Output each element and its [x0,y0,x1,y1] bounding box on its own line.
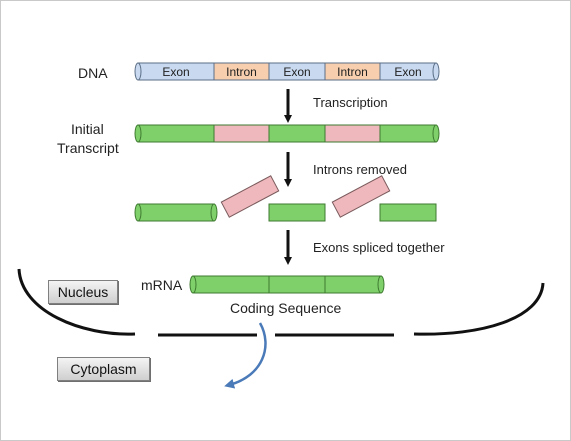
coding-sequence-label: Coding Sequence [230,300,342,316]
piece-exon-3 [379,203,437,222]
transcript-intron-1 [213,124,270,143]
dna-strand: Exon Intron Exon Intron Exon [134,62,440,81]
dna-left-cap [134,62,142,81]
dna-seg-text-2: Intron [226,65,257,79]
initial-label-line1: Initial [71,121,104,137]
piece-exon-1-end [210,203,218,222]
transcription-label: Transcription [313,95,388,110]
dna-seg-text-4: Intron [337,65,368,79]
mrna-right-cap [377,275,385,294]
transcript-exon-2 [268,124,326,143]
transcript-left-cap [134,124,142,143]
nucleus-label: Nucleus [57,284,109,300]
separated-pieces [134,175,437,222]
initial-label-line2: Transcript [57,140,119,156]
dna-seg-text-3: Exon [283,65,310,79]
cytoplasm-box: Cytoplasm [57,357,150,381]
mrna-exon-3 [324,275,382,294]
mrna-left-cap [189,275,197,294]
dna-right-cap [432,62,440,81]
introns-removed-label: Introns removed [313,162,407,177]
dna-seg-text-5: Exon [394,65,421,79]
initial-transcript [134,124,440,143]
transcript-intron-2 [324,124,381,143]
membrane-right [413,282,545,336]
mrna-label: mRNA [141,277,183,293]
piece-intron-2 [331,175,391,218]
nuclear-membrane [17,268,545,337]
spliced-label: Exons spliced together [313,240,445,255]
export-arrow [224,322,267,389]
membrane-left [17,268,136,336]
nucleus-box: Nucleus [48,280,118,304]
dna-label: DNA [78,65,108,81]
mrna-exon-2 [268,275,326,294]
mrna-exon-1 [192,275,270,294]
cytoplasm-label: Cytoplasm [70,361,137,377]
piece-intron-1 [220,175,280,218]
mrna-strand [189,275,385,294]
piece-exon-2 [268,203,326,222]
transcript-exon-1 [137,124,215,143]
transcript-exon-3 [379,124,437,143]
piece-exon-1-cap [134,203,142,222]
piece-exon-1 [137,203,215,222]
transcript-right-cap [432,124,440,143]
dna-seg-text-1: Exon [162,65,189,79]
